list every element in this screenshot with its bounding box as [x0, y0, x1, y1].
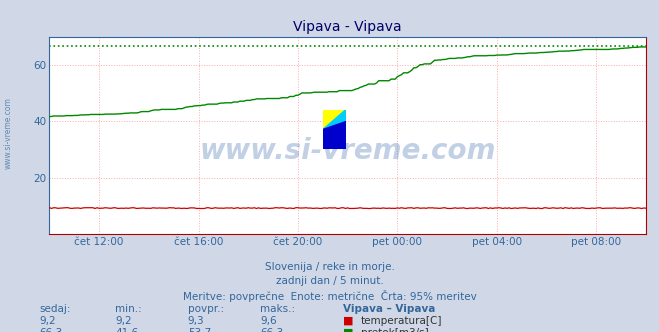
Text: sedaj:: sedaj: — [40, 304, 71, 314]
Text: 9,6: 9,6 — [260, 316, 277, 326]
Text: 53,7: 53,7 — [188, 328, 211, 332]
Polygon shape — [323, 122, 346, 149]
Text: Slovenija / reke in morje.: Slovenija / reke in morje. — [264, 262, 395, 272]
Text: 9,2: 9,2 — [40, 316, 56, 326]
Polygon shape — [323, 110, 346, 129]
Text: pretok[m3/s]: pretok[m3/s] — [361, 328, 429, 332]
Text: 66,3: 66,3 — [260, 328, 283, 332]
Polygon shape — [323, 110, 346, 129]
Text: 66,3: 66,3 — [40, 328, 63, 332]
Title: Vipava - Vipava: Vipava - Vipava — [293, 20, 402, 34]
Text: min.:: min.: — [115, 304, 142, 314]
Text: ■: ■ — [343, 316, 353, 326]
Text: povpr.:: povpr.: — [188, 304, 224, 314]
Text: zadnji dan / 5 minut.: zadnji dan / 5 minut. — [275, 276, 384, 286]
Text: www.si-vreme.com: www.si-vreme.com — [200, 137, 496, 165]
Text: ■: ■ — [343, 328, 353, 332]
Text: 9,3: 9,3 — [188, 316, 204, 326]
Text: 9,2: 9,2 — [115, 316, 132, 326]
Text: maks.:: maks.: — [260, 304, 295, 314]
Text: www.si-vreme.com: www.si-vreme.com — [4, 97, 13, 169]
Text: 41,6: 41,6 — [115, 328, 138, 332]
Polygon shape — [323, 110, 346, 129]
Text: Meritve: povprečne  Enote: metrične  Črta: 95% meritev: Meritve: povprečne Enote: metrične Črta:… — [183, 290, 476, 301]
Text: Vipava – Vipava: Vipava – Vipava — [343, 304, 435, 314]
Polygon shape — [323, 110, 346, 129]
Text: temperatura[C]: temperatura[C] — [361, 316, 443, 326]
